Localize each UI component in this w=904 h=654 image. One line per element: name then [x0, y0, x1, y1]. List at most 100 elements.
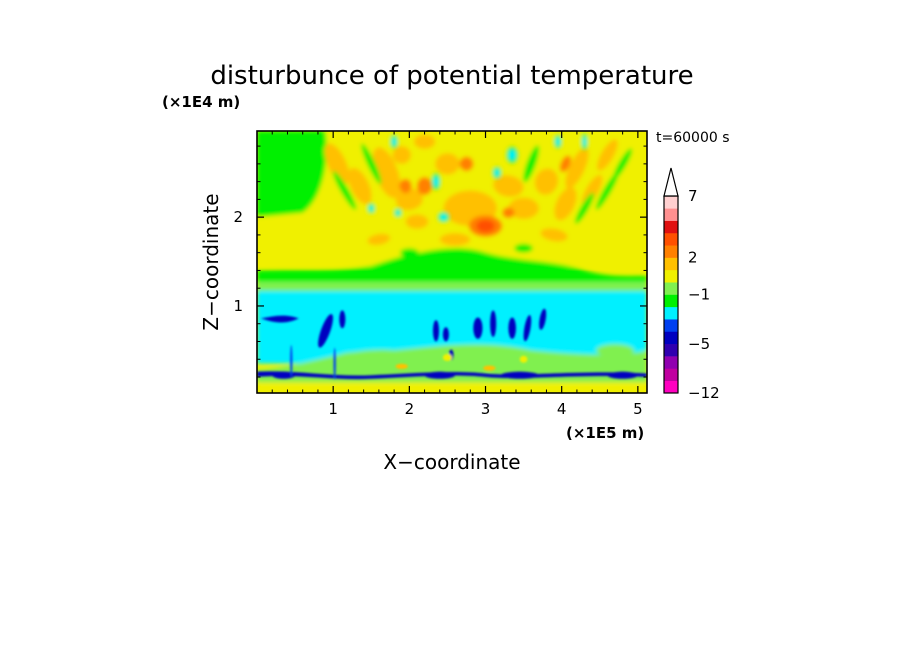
field-blob [502, 207, 515, 219]
field-blob [442, 353, 452, 362]
field-blob [519, 355, 528, 363]
field-blob [424, 371, 456, 379]
field-blob [395, 363, 408, 370]
colorbar-segment [664, 343, 678, 357]
field-blob [555, 137, 561, 146]
colorbar-segment [664, 196, 678, 209]
x-axis: 1 2 3 4 5 [271, 131, 643, 418]
colorbar-tick-label: 2 [688, 249, 698, 267]
colorbar-segment [664, 245, 678, 258]
field-blob [399, 178, 412, 194]
field-blob [395, 188, 423, 211]
y-unit-label: (×1E4 m) [162, 93, 240, 111]
x-tick-label: 3 [481, 400, 491, 418]
field-blob [368, 205, 374, 212]
field-region [257, 382, 647, 393]
y-axis-label: Z−coordinate [199, 193, 223, 330]
field-blob [333, 347, 336, 380]
field-blob [395, 210, 401, 216]
field-blob [613, 148, 633, 180]
colorbar-tick-label: −12 [688, 384, 720, 402]
field-blob [554, 187, 577, 221]
colorbar-segment [664, 380, 678, 394]
field-blob [476, 219, 495, 233]
chart-title: disturbunce of potential temperature [210, 61, 693, 91]
field-blob [595, 171, 619, 210]
colorbar-segment [664, 306, 678, 320]
field-blob [473, 317, 483, 339]
colorbar-segment [664, 331, 678, 345]
colorbar-tick-label: −5 [688, 335, 710, 353]
colorbar-segment [664, 282, 678, 295]
field-blob [508, 149, 516, 161]
field-blob [416, 177, 433, 195]
colorbar-segment [664, 232, 678, 246]
y-tick-label: 1 [233, 297, 243, 315]
field-blob [508, 317, 516, 339]
colorbar-tick-label: −1 [688, 286, 710, 304]
field-blob [494, 169, 500, 177]
field-blob [413, 134, 436, 149]
colorbar-segment [664, 319, 678, 332]
colorbar-segment [664, 257, 678, 271]
field-blob [367, 233, 391, 245]
colorbar-segment [664, 356, 678, 369]
colorbar-tick-label: 7 [688, 187, 698, 205]
plot-frame [256, 130, 648, 394]
field-blob [432, 320, 440, 342]
colorbar-segment [664, 269, 678, 283]
colorbar-extend-arrow [663, 167, 679, 197]
colorbar-segment [664, 220, 678, 234]
field-blob [597, 139, 618, 171]
field-blob [575, 192, 595, 224]
field-blob [324, 143, 350, 185]
field-region [257, 281, 647, 291]
field-blob [534, 168, 559, 195]
field-blob [348, 167, 372, 205]
x-tick-label: 1 [328, 400, 338, 418]
heatmap-field [257, 131, 647, 393]
field-blob [582, 136, 587, 147]
field-blob [500, 371, 539, 379]
field-blob [439, 233, 471, 246]
x-tick-label: 2 [405, 400, 415, 418]
field-blob [336, 352, 376, 363]
field-blob [391, 137, 397, 146]
field-blob [565, 147, 589, 189]
field-blob [493, 175, 524, 197]
field-blob [318, 314, 333, 348]
field-blob [595, 344, 635, 357]
colorbar: 7 2 −1 −5 −12 [663, 167, 720, 402]
x-unit-label: (×1E5 m) [566, 424, 644, 442]
colorbar-segment [664, 368, 678, 381]
field-blob [514, 243, 533, 253]
field-blob [442, 327, 449, 342]
field-blob [400, 248, 419, 258]
x-axis-label: X−coordinate [383, 450, 520, 474]
field-blob [392, 146, 411, 164]
field-blob [433, 176, 439, 187]
field-blob [490, 310, 497, 338]
field-blob [607, 371, 638, 379]
field-blob [361, 143, 382, 185]
field-blob [339, 310, 346, 329]
field-blob [333, 171, 357, 210]
x-tick-label: 5 [633, 400, 643, 418]
field-blob [405, 214, 429, 229]
field-blob [272, 371, 296, 379]
field-blob [483, 365, 496, 371]
field-blob [523, 315, 532, 342]
field-blob [290, 345, 293, 378]
colorbar-segment [664, 294, 678, 308]
time-label: t=60000 s [656, 130, 730, 146]
y-tick-label: 2 [233, 208, 243, 226]
field-cold-spot [260, 315, 299, 323]
x-tick-label: 4 [557, 400, 567, 418]
field-blob [435, 153, 460, 175]
field-blob [540, 228, 568, 242]
y-axis: 12 [233, 145, 647, 378]
field-blob [508, 197, 539, 219]
field-blob [539, 308, 547, 330]
field-blob [459, 156, 474, 171]
